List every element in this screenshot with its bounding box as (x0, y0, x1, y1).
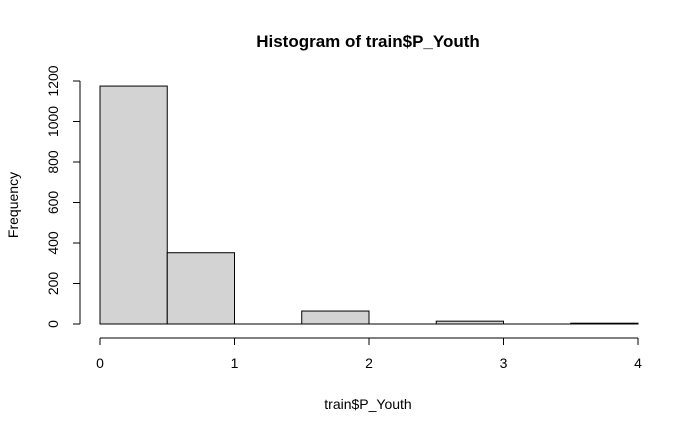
x-tick-label: 4 (634, 355, 642, 371)
x-tick-label: 1 (231, 355, 239, 371)
y-tick-label: 1000 (45, 106, 61, 137)
y-tick-label: 1200 (45, 65, 61, 96)
y-tick-label: 800 (45, 150, 61, 174)
y-tick-label: 600 (45, 191, 61, 215)
histogram-bar (435, 320, 504, 325)
x-tick-label: 0 (96, 355, 104, 371)
chart-title: Histogram of train$P_Youth (256, 32, 480, 51)
bars-group (99, 85, 639, 325)
histogram-bar (570, 322, 639, 325)
histogram-bar (99, 85, 168, 325)
y-tick-label: 200 (45, 272, 61, 296)
x-axis-label: train$P_Youth (324, 396, 411, 412)
x-tick-label: 3 (500, 355, 508, 371)
y-axis-label: Frequency (5, 172, 21, 238)
x-axis: 0 1 2 3 4 (96, 337, 642, 371)
y-axis: 0 200 400 600 800 1000 1200 (45, 65, 81, 328)
x-tick-label: 2 (365, 355, 373, 371)
histogram-bar (166, 252, 235, 325)
histogram-bar (301, 310, 370, 325)
y-tick-label: 0 (45, 320, 61, 328)
y-tick-label: 400 (45, 231, 61, 255)
